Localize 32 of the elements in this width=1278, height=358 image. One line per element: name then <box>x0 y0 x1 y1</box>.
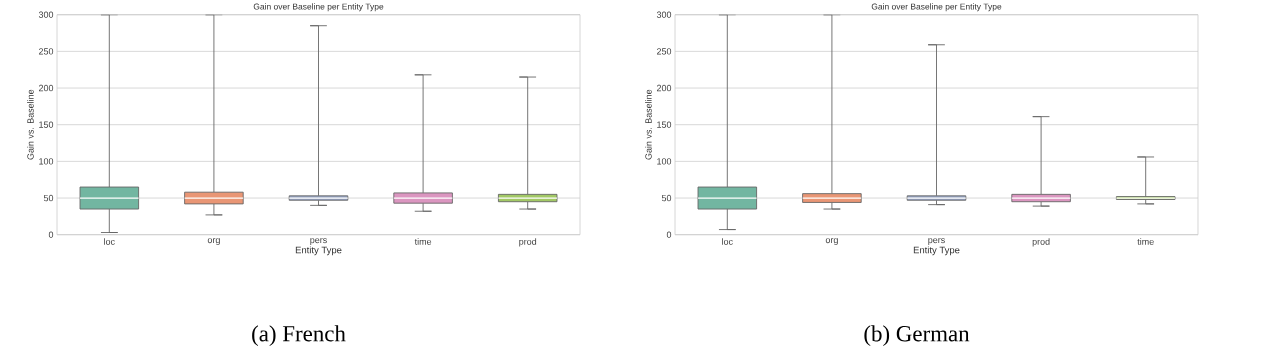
y-tick-label: 300 <box>38 11 54 19</box>
x-tick-label: prod <box>519 238 537 247</box>
y-tick-label: 150 <box>657 121 672 129</box>
y-tick-label: 250 <box>38 48 54 55</box>
x-tick-label: time <box>414 238 432 245</box>
y-tick-label: 200 <box>656 85 672 92</box>
y-tick-label: 150 <box>39 121 54 129</box>
y-tick-label: 50 <box>43 195 54 202</box>
y-tick-label: 250 <box>656 48 672 55</box>
x-tick-label: pers <box>310 238 327 246</box>
x-tick-label: prod <box>1032 238 1050 247</box>
y-axis-title: Gain vs. Baseline <box>645 89 652 160</box>
y-tick-label: 0 <box>666 231 672 239</box>
x-tick-label: org <box>825 238 838 246</box>
x-tick-label: pers <box>928 238 945 246</box>
x-tick-label: org <box>207 238 220 246</box>
chart-title: Gain over Baseline per Entity Type <box>253 3 384 12</box>
y-axis-title: Gain vs. Baseline <box>27 89 34 160</box>
y-tick-label: 100 <box>39 158 54 165</box>
x-tick-label: loc <box>104 238 115 245</box>
chart-title: Gain over Baseline per Entity Type <box>871 3 1002 12</box>
text: (a) French <box>252 325 346 347</box>
y-tick-label: 200 <box>38 85 54 92</box>
text: (b) German <box>864 325 970 347</box>
y-tick-label: 100 <box>657 158 672 165</box>
y-tick-label: 50 <box>661 195 672 202</box>
y-tick-label: 300 <box>656 11 672 19</box>
x-tick-label: loc <box>722 238 733 245</box>
x-axis-title: Entity Type <box>295 246 342 256</box>
x-tick-label: time <box>1137 238 1154 245</box>
y-tick-label: 0 <box>48 231 54 239</box>
x-axis-title: Entity Type <box>913 246 960 256</box>
